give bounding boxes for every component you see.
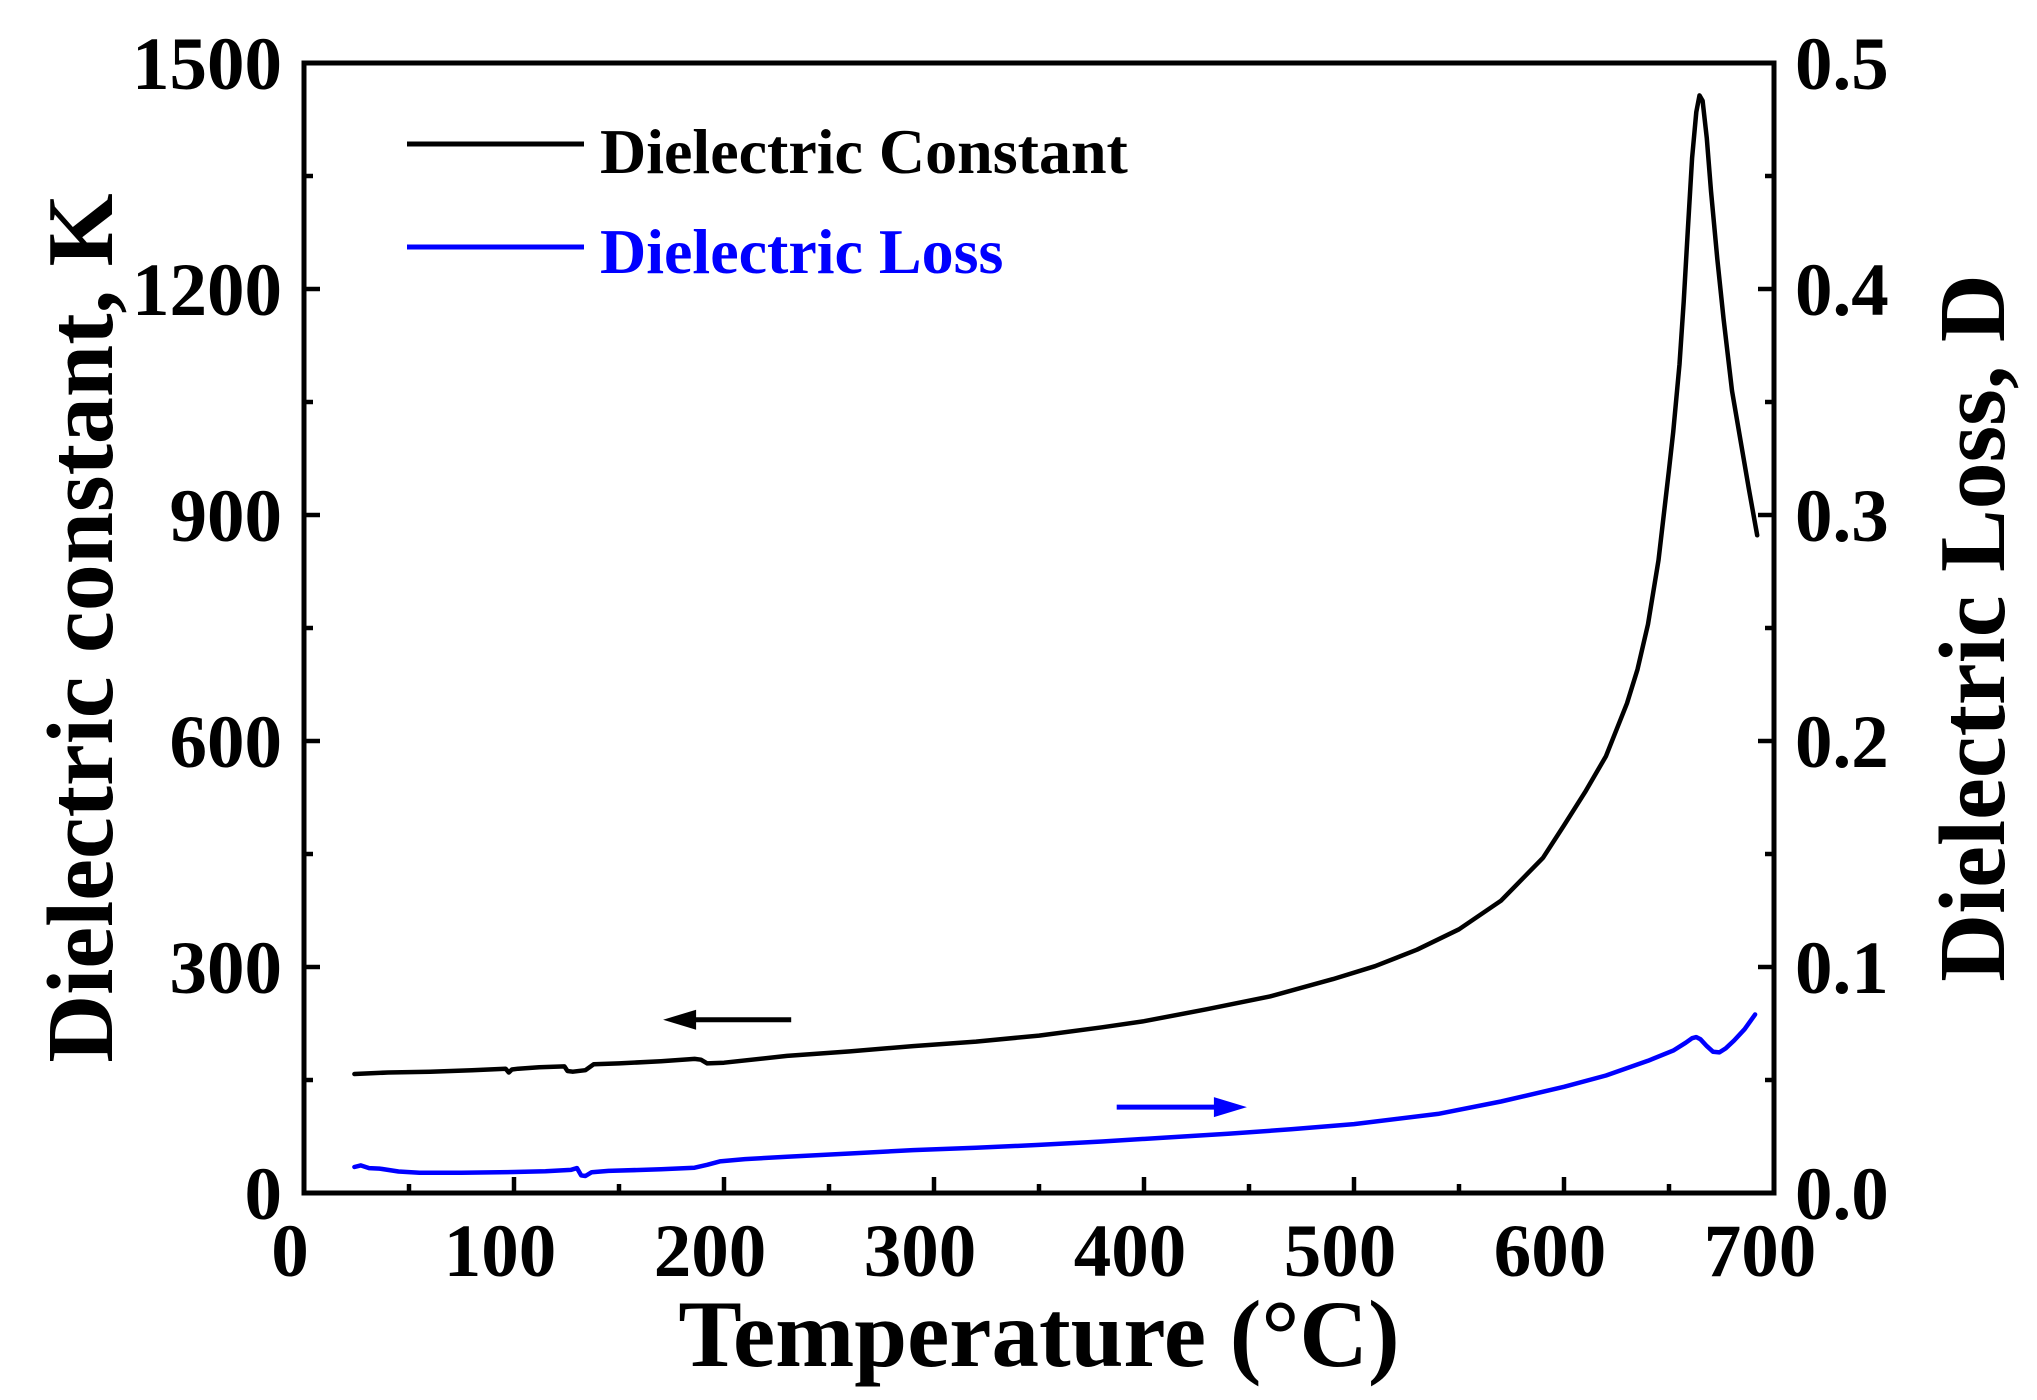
x-tick-label: 600 xyxy=(1494,1210,1607,1293)
x-tick-label: 700 xyxy=(1704,1210,1817,1293)
axis-ticks xyxy=(301,60,1777,1196)
y-right-tick-label: 0.0 xyxy=(1795,1153,1889,1236)
x-tick-label: 500 xyxy=(1284,1210,1397,1293)
y-axis-title-left: Dielectric constant, K xyxy=(29,193,133,1062)
x-tick-label: 0 xyxy=(271,1210,309,1293)
arrow-dielectric-constant xyxy=(663,1009,792,1030)
y-axis-title-right: Dielectric Loss, D xyxy=(1921,274,2025,981)
y-left-tick-label: 1500 xyxy=(132,23,282,106)
y-right-tick-label: 0.1 xyxy=(1795,927,1889,1010)
x-tick-label: 100 xyxy=(444,1210,557,1293)
axis-tick-labels: 0 100 200 300 400 500 600 700 0 300 600 900 1200 1500… xyxy=(132,23,1889,1293)
y-left-tick-label: 300 xyxy=(170,927,283,1010)
arrow-dielectric-loss xyxy=(1116,1097,1247,1118)
legend: Dielectric Constant Dielectric Loss xyxy=(407,116,1129,287)
legend-label-dielectric-loss: Dielectric Loss xyxy=(600,216,1003,287)
y-left-tick-label: 600 xyxy=(170,701,283,784)
y-right-tick-label: 0.5 xyxy=(1795,23,1889,106)
arrow-head xyxy=(663,1009,697,1030)
axis-indicator-arrows xyxy=(663,1009,1247,1118)
y-right-tick-label: 0.2 xyxy=(1795,701,1889,784)
y-left-tick-label: 1200 xyxy=(132,249,282,332)
x-tick-label: 400 xyxy=(1074,1210,1187,1293)
series-line-dielectric-loss xyxy=(352,1012,1758,1179)
plot-frame xyxy=(301,60,1777,1196)
y-left-tick-label: 0 xyxy=(245,1153,283,1236)
y-right-tick-label: 0.4 xyxy=(1795,249,1889,332)
series-layer xyxy=(352,93,1760,1179)
legend-label-dielectric-constant: Dielectric Constant xyxy=(600,116,1129,187)
y-right-tick-label: 0.3 xyxy=(1795,475,1889,558)
x-tick-label: 200 xyxy=(654,1210,767,1293)
x-tick-label: 300 xyxy=(864,1210,977,1293)
arrow-head xyxy=(1213,1097,1247,1118)
series-line-dielectric-constant xyxy=(352,93,1760,1077)
x-axis-title: Temperature (°C) xyxy=(678,1281,1399,1387)
y-left-tick-label: 900 xyxy=(170,475,283,558)
